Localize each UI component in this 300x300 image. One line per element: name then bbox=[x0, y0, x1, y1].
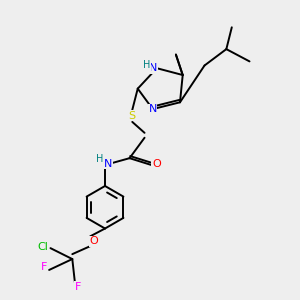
Text: N: N bbox=[149, 63, 158, 73]
Text: N: N bbox=[148, 104, 157, 114]
Text: H: H bbox=[143, 61, 150, 70]
Text: N: N bbox=[104, 159, 112, 169]
Text: O: O bbox=[152, 159, 161, 169]
Text: O: O bbox=[90, 236, 98, 246]
Text: H: H bbox=[96, 154, 104, 164]
Text: Cl: Cl bbox=[38, 242, 48, 252]
Text: F: F bbox=[75, 282, 81, 292]
Text: S: S bbox=[129, 111, 136, 121]
Text: F: F bbox=[41, 262, 47, 272]
